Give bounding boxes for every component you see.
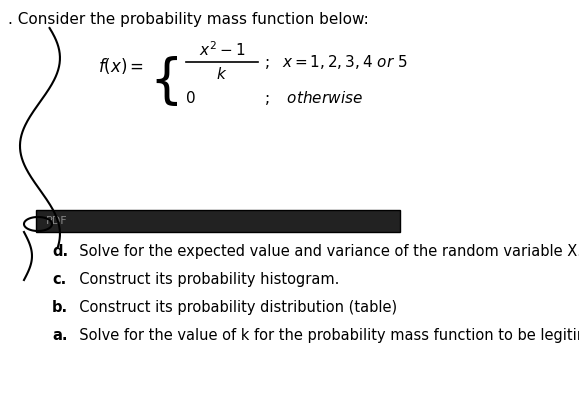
Text: $f(x) =$: $f(x) =$ (98, 56, 144, 76)
Text: Solve for the value of k for the probability mass function to be legitimate.: Solve for the value of k for the probabi… (70, 328, 579, 343)
Text: b.: b. (52, 300, 68, 315)
Text: {: { (149, 56, 183, 108)
Text: $0$: $0$ (185, 90, 195, 106)
Text: Solve for the expected value and variance of the random variable X.: Solve for the expected value and varianc… (70, 244, 579, 259)
Text: $;\ \ x = 1, 2, 3, 4\ \mathit{or}\ 5$: $;\ \ x = 1, 2, 3, 4\ \mathit{or}\ 5$ (264, 53, 408, 71)
Text: d.: d. (52, 244, 68, 259)
Text: . Consider the probability mass function below:: . Consider the probability mass function… (8, 12, 369, 27)
Text: $;\ \ \ \mathit{otherwise}$: $;\ \ \ \mathit{otherwise}$ (264, 89, 363, 107)
Text: c.: c. (52, 272, 66, 287)
FancyBboxPatch shape (36, 210, 400, 232)
Text: $k$: $k$ (216, 66, 228, 82)
Text: a.: a. (52, 328, 68, 343)
Text: PDF: PDF (46, 216, 68, 226)
Text: Construct its probability histogram.: Construct its probability histogram. (70, 272, 339, 287)
Text: Construct its probability distribution (table): Construct its probability distribution (… (70, 300, 397, 315)
Text: $x^2 - 1$: $x^2 - 1$ (199, 41, 245, 59)
